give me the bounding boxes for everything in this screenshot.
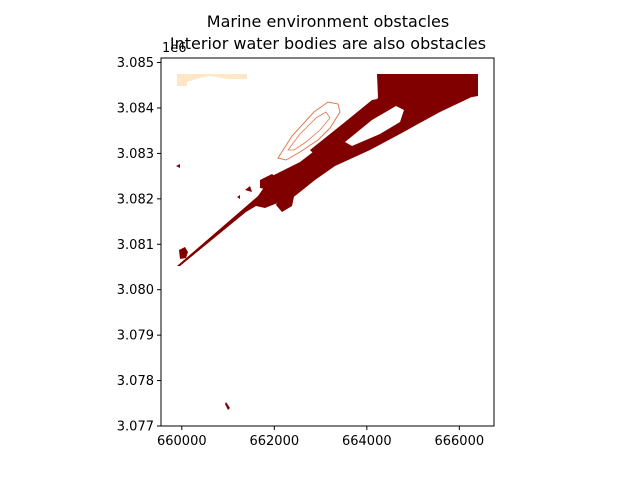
y-tick-label: 3.081 bbox=[117, 238, 154, 253]
shore-patch-1 bbox=[260, 174, 280, 190]
shore-patch-3 bbox=[245, 186, 252, 192]
y-axis: 3.077 3.078 3.079 3.080 3.081 3.082 3.083 3.084… bbox=[117, 56, 161, 435]
shore-patch-2 bbox=[276, 192, 295, 212]
title-line-1: Marine environment obstacles bbox=[207, 12, 449, 31]
y-tick-label: 3.080 bbox=[117, 283, 154, 298]
y-tick-label: 3.078 bbox=[117, 374, 154, 389]
y-tick-label: 3.085 bbox=[117, 56, 154, 71]
axes-frame bbox=[160, 57, 495, 427]
y-offset-label: 1e6 bbox=[162, 41, 187, 56]
y-tick-label: 3.083 bbox=[117, 147, 154, 162]
speck-3 bbox=[237, 195, 240, 199]
lagoon-contour bbox=[277, 101, 341, 161]
east-block bbox=[440, 74, 478, 100]
x-axis: 660000 662000 664000 666000 bbox=[157, 426, 484, 449]
speck-2 bbox=[176, 164, 180, 168]
speck-1 bbox=[225, 402, 230, 410]
y-tick-label: 3.079 bbox=[117, 329, 154, 344]
interior-water-upper bbox=[310, 96, 405, 158]
chart-title: Marine environment obstacles Interior wa… bbox=[170, 12, 486, 53]
x-tick-label: 662000 bbox=[249, 434, 299, 449]
plot-area bbox=[160, 57, 495, 427]
y-tick-label: 3.084 bbox=[117, 101, 154, 116]
small-island-west bbox=[179, 247, 188, 259]
x-tick-label: 664000 bbox=[342, 434, 392, 449]
y-tick-label: 3.077 bbox=[117, 420, 154, 435]
y-tick-label: 3.082 bbox=[117, 192, 154, 207]
lagoon-inner-contour bbox=[287, 111, 331, 151]
title-line-2: Interior water bodies are also obstacles bbox=[170, 34, 486, 53]
x-tick-label: 660000 bbox=[157, 434, 207, 449]
light-land-strip bbox=[177, 74, 247, 86]
x-tick-label: 666000 bbox=[434, 434, 484, 449]
channel-band bbox=[177, 74, 478, 266]
interior-gap bbox=[345, 106, 404, 146]
map-polygons bbox=[176, 74, 478, 410]
